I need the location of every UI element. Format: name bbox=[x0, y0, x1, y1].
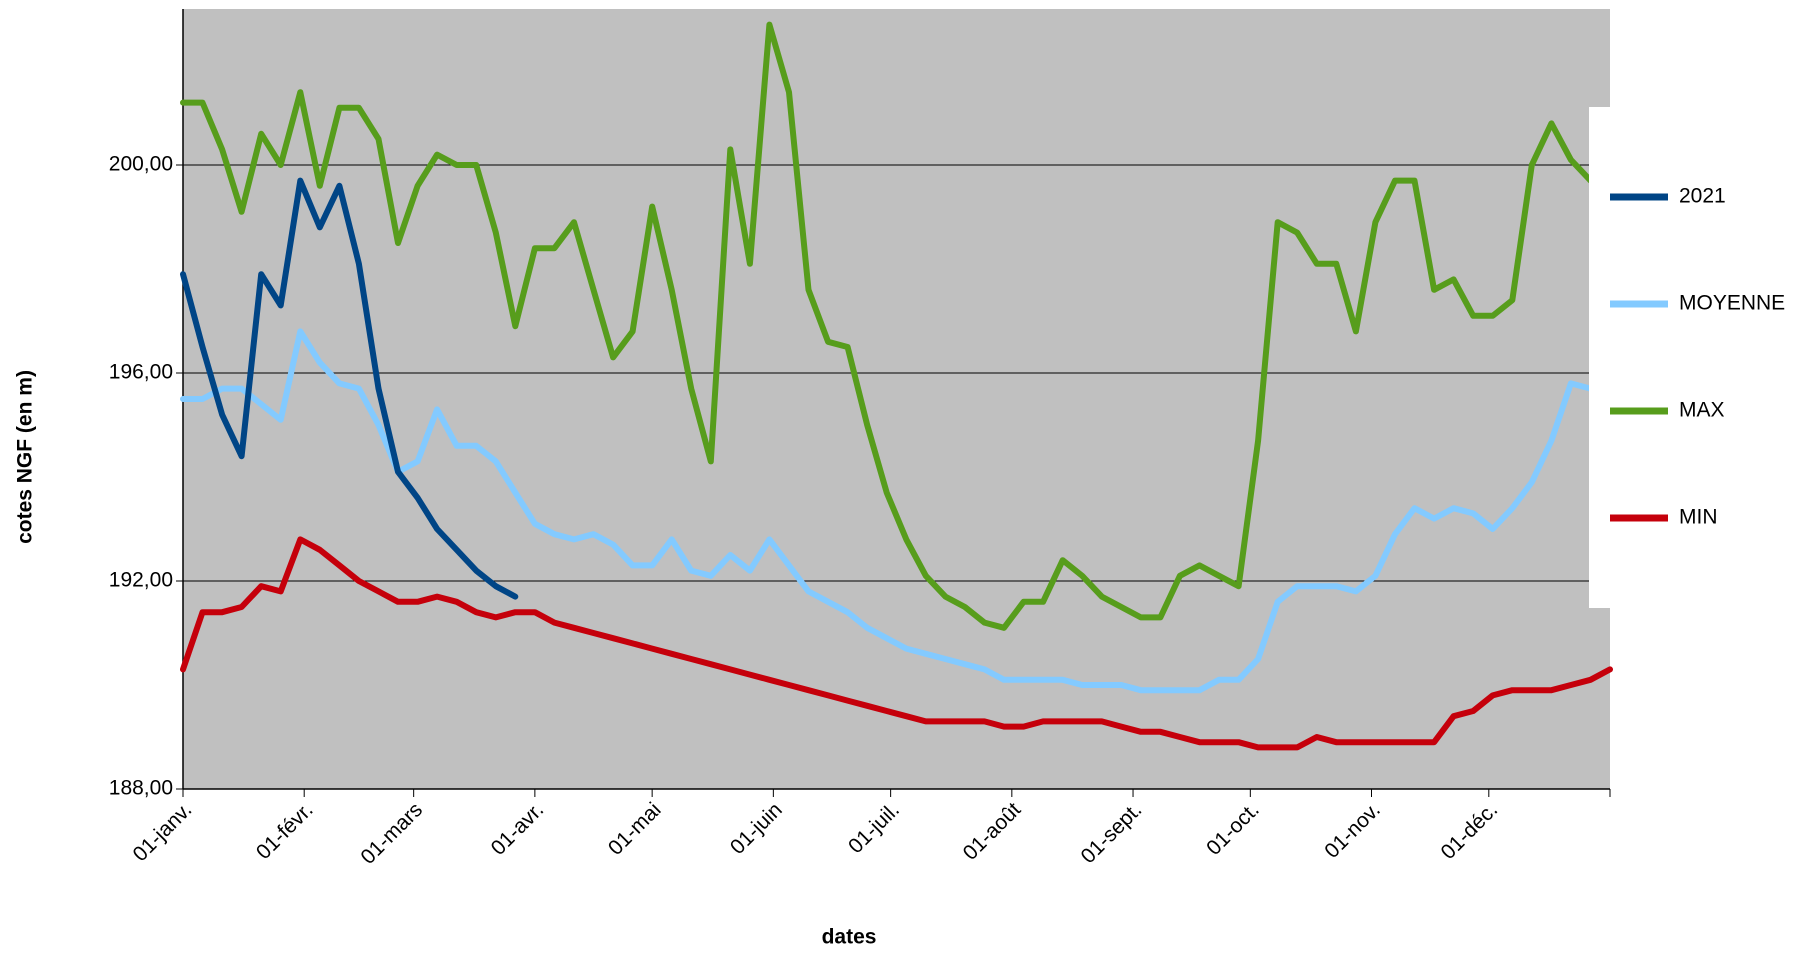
series-line bbox=[180, 21, 1613, 631]
series-line bbox=[180, 177, 519, 600]
legend-label: MAX bbox=[1679, 399, 1725, 422]
plot-area bbox=[183, 9, 1610, 789]
y-tick-label: 200,00 bbox=[109, 153, 173, 176]
legend-label: MOYENNE bbox=[1679, 292, 1785, 315]
x-axis-title: dates bbox=[822, 926, 877, 949]
legend-label: MIN bbox=[1679, 506, 1718, 529]
y-tick-label: 188,00 bbox=[109, 777, 173, 800]
y-axis-title: cotes NGF (en m) bbox=[14, 370, 37, 544]
y-tick-label: 192,00 bbox=[109, 569, 173, 592]
legend-box bbox=[1589, 107, 1807, 608]
y-tick-label: 196,00 bbox=[109, 361, 173, 384]
legend-label: 2021 bbox=[1679, 185, 1726, 208]
series-line bbox=[180, 328, 1613, 694]
legend: 2021 MOYENNE MAX MIN bbox=[1589, 107, 1807, 608]
series-line bbox=[180, 536, 1613, 751]
